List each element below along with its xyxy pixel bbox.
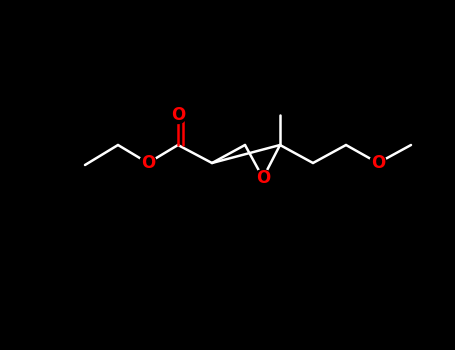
Circle shape: [254, 169, 272, 187]
Circle shape: [140, 154, 157, 172]
Text: O: O: [371, 154, 385, 172]
Circle shape: [170, 106, 187, 124]
Text: O: O: [141, 154, 155, 172]
Text: O: O: [256, 169, 270, 187]
Circle shape: [369, 154, 386, 172]
Text: O: O: [171, 106, 185, 124]
